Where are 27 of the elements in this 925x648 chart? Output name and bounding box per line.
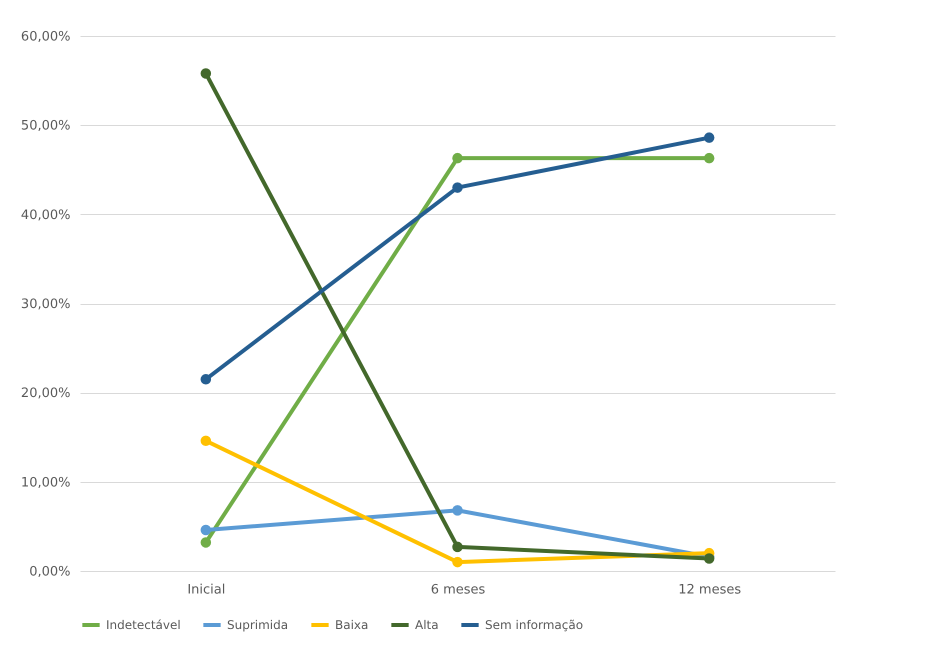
y-tick-label: 50,00%: [20, 118, 70, 134]
y-tick-label: 0,00%: [29, 564, 70, 580]
legend-label: Sem informação: [485, 618, 584, 632]
point: [704, 132, 714, 143]
point: [200, 537, 212, 548]
legend-label: Baixa: [335, 618, 368, 632]
y-tick-label: 30,00%: [20, 297, 70, 312]
legend-label: Indetectável: [106, 618, 181, 632]
x-tick-label: 6 meses: [430, 582, 486, 598]
point: [452, 505, 463, 516]
point: [452, 542, 463, 552]
y-tick-label: 20,00%: [20, 386, 70, 402]
point: [452, 182, 463, 193]
x-tick-label: 12 meses: [678, 582, 742, 598]
point: [704, 152, 714, 164]
point: [200, 374, 212, 385]
point: [200, 436, 212, 446]
point: [200, 524, 212, 536]
point: [200, 68, 212, 79]
legend-label: Alta: [415, 618, 439, 632]
point: [452, 556, 463, 568]
legend-label: Suprimida: [227, 618, 288, 632]
x-tick-label: Inicial: [187, 582, 226, 598]
y-tick-label: 40,00%: [20, 208, 70, 223]
y-tick-label: 60,00%: [20, 30, 70, 44]
point: [452, 152, 463, 164]
y-tick-label: 10,00%: [20, 475, 70, 490]
